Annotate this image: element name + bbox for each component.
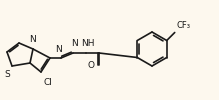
Text: N: N — [71, 39, 77, 48]
Text: O: O — [88, 60, 95, 70]
Text: N: N — [30, 35, 36, 44]
Text: NH: NH — [81, 39, 95, 48]
Text: N: N — [55, 45, 62, 54]
Text: CF₃: CF₃ — [177, 20, 191, 30]
Text: Cl: Cl — [43, 78, 52, 87]
Text: S: S — [4, 70, 10, 79]
